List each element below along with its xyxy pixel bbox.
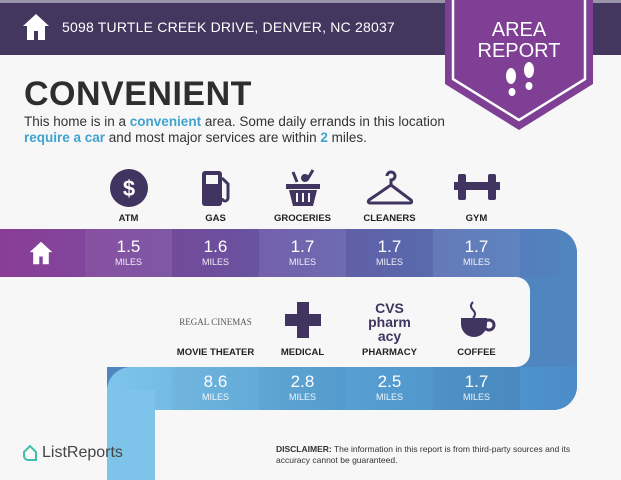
home-icon <box>23 14 49 40</box>
hanger-icon <box>346 168 433 213</box>
distance-movie-theater: 8.6 MILES <box>172 367 259 410</box>
address: 5098 TURTLE CREEK DRIVE, DENVER, NC 2803… <box>62 19 395 35</box>
distance-groceries: 1.7 MILES <box>259 229 346 277</box>
area-report-badge <box>445 0 593 130</box>
summary-description: This home is in a convenient area. Some … <box>24 114 445 145</box>
route-band-1 <box>0 229 577 277</box>
label-medical: MEDICAL <box>280 347 325 358</box>
home-marker-icon <box>29 241 53 265</box>
label-gym: GYM <box>465 213 488 224</box>
label-gas: GAS <box>205 213 226 224</box>
page-title: CONVENIENT <box>24 75 252 113</box>
disclaimer: DISCLAIMER: The information in this repo… <box>276 444 571 465</box>
medical-cross-icon <box>259 300 346 345</box>
label-movie-theater: MOVIE THEATER <box>176 347 255 358</box>
label-coffee: COFFEE <box>457 347 496 358</box>
distance-cleaners: 1.7 MILES <box>346 229 433 277</box>
label-groceries: GROCERIES <box>273 213 331 224</box>
distance-coffee: 1.7 MILES <box>433 367 520 410</box>
badge-line1: AREA <box>491 19 547 41</box>
distance-gym: 1.7 MILES <box>433 229 520 277</box>
label-atm: ATM <box>118 213 139 224</box>
cvs-logo: CVS pharmacy <box>368 300 411 344</box>
route-band-2 <box>107 367 577 410</box>
regal-cinemas-logo: REGAL CINEMAS <box>179 317 252 327</box>
badge-line2: REPORT <box>477 40 561 62</box>
basket-icon <box>259 168 346 213</box>
distance-pharmacy: 2.5 MILES <box>346 367 433 410</box>
label-pharmacy: PHARMACY <box>362 347 417 358</box>
footprints-icon <box>506 62 534 96</box>
label-cleaners: CLEANERS <box>363 213 416 224</box>
dumbbell-icon <box>433 168 520 213</box>
coffee-cup-icon <box>433 300 520 345</box>
svg-text:$: $ <box>122 176 134 201</box>
distance-gas: 1.6 MILES <box>172 229 259 277</box>
distance-medical: 2.8 MILES <box>259 367 346 410</box>
listreports-logo: ListReports <box>22 444 123 462</box>
gas-pump-icon <box>172 168 259 213</box>
distance-atm: 1.5 MILES <box>85 229 172 277</box>
dollar-icon: $ <box>85 168 172 213</box>
listreports-icon <box>23 444 37 461</box>
